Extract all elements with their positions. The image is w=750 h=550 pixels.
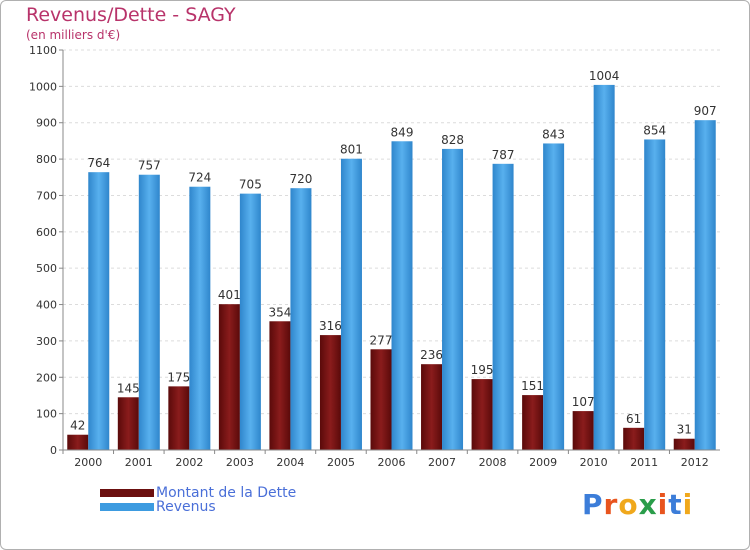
bar-debt: [572, 411, 594, 450]
y-tick-label: 1000: [29, 80, 57, 93]
bar-revenus: [593, 84, 615, 450]
logo-letter: P: [582, 488, 604, 521]
chart-title: Revenus/Dette - SAGY: [26, 4, 236, 26]
data-label-revenus: 757: [138, 159, 161, 173]
logo-letter: i: [682, 488, 694, 521]
bar-revenus: [88, 172, 110, 450]
data-label-debt: 42: [70, 419, 85, 433]
y-tick-label: 100: [36, 408, 57, 421]
bar-debt: [319, 335, 341, 450]
y-tick-label: 400: [36, 299, 57, 312]
data-label-debt: 401: [218, 288, 241, 302]
bar-debt: [471, 379, 493, 450]
data-label-revenus: 907: [694, 104, 717, 118]
x-tick-label: 2009: [529, 456, 557, 469]
bar-debt: [269, 321, 291, 450]
y-tick-label: 200: [36, 371, 57, 384]
legend-swatch-debt: [100, 489, 154, 497]
x-axis-ticks: 2000 2001 2002 2003 2004 2005 2006 2007 2008 2009…: [62, 450, 709, 469]
data-label-debt: 145: [117, 381, 140, 395]
data-label-debt: 277: [370, 333, 393, 347]
data-label-revenus: 720: [289, 172, 312, 186]
data-label-debt: 151: [521, 379, 544, 393]
bar-revenus: [138, 174, 160, 450]
bar-debt: [421, 364, 443, 450]
legend: Montant de la Dette Revenus: [100, 485, 297, 515]
legend-label-debt: Montant de la Dette: [156, 485, 297, 501]
data-label-debt: 175: [167, 370, 190, 384]
data-label-debt: 107: [572, 395, 595, 409]
data-label-debt: 236: [420, 348, 443, 362]
data-label-revenus: 849: [391, 125, 414, 139]
x-tick-label: 2002: [175, 456, 203, 469]
data-label-debt: 354: [268, 305, 291, 319]
logo-letter: x: [638, 488, 658, 521]
y-tick-label: 700: [36, 189, 57, 202]
bar-revenus: [239, 193, 261, 451]
x-tick-label: 2000: [74, 456, 102, 469]
bar-revenus: [694, 120, 716, 450]
y-tick-label: 600: [36, 226, 57, 239]
bar-revenus: [340, 158, 362, 450]
y-axis-ticks: 0 100 200 300 400 500 600 700 800 900 1000 1100: [29, 44, 63, 457]
logo-letter: i: [657, 488, 669, 521]
bar-debt: [623, 427, 645, 450]
data-label-revenus: 801: [340, 143, 363, 157]
logo-letter: t: [668, 488, 683, 521]
data-label-debt: 31: [677, 423, 692, 437]
data-label-revenus: 787: [492, 148, 515, 162]
legend-item-revenus: Revenus: [100, 499, 296, 515]
x-tick-label: 2012: [681, 456, 709, 469]
bar-debt: [67, 434, 89, 450]
y-tick-label: 0: [50, 444, 57, 457]
bar-debt: [117, 397, 139, 450]
bar-debt: [168, 386, 190, 450]
bar-revenus: [189, 186, 211, 450]
data-label-revenus: 1004: [589, 69, 620, 83]
bar-revenus: [644, 139, 666, 451]
logo-letter: r: [603, 488, 619, 521]
bar-debt: [522, 395, 544, 450]
bar-debt: [370, 349, 392, 450]
bar-revenus: [442, 148, 464, 450]
chart-subtitle: (en milliers d'€): [26, 28, 121, 42]
bar-revenus: [492, 163, 514, 450]
bar-revenus: [290, 188, 312, 450]
data-label-revenus: 843: [542, 127, 565, 141]
x-tick-label: 2003: [226, 456, 254, 469]
bar-revenus: [391, 141, 413, 451]
bar-revenus: [543, 143, 565, 451]
data-label-debt: 195: [471, 363, 494, 377]
y-tick-label: 300: [36, 335, 57, 348]
data-label-revenus: 764: [87, 156, 110, 170]
x-tick-label: 2010: [580, 456, 608, 469]
logo-letter: o: [618, 488, 639, 521]
data-label-revenus: 828: [441, 133, 464, 147]
y-tick-label: 800: [36, 153, 57, 166]
x-tick-label: 2001: [125, 456, 153, 469]
data-label-revenus: 705: [239, 178, 262, 192]
x-tick-label: 2005: [327, 456, 355, 469]
data-label-debt: 316: [319, 319, 342, 333]
proxiti-logo: Proxiti: [582, 488, 693, 521]
x-tick-label: 2011: [630, 456, 658, 469]
data-label-debt: 61: [626, 412, 641, 426]
bar-debt: [218, 304, 240, 450]
bars: 42 764 145 757 175 724 401 705 354 720 316 801 277 84…: [67, 69, 717, 451]
y-tick-label: 500: [36, 262, 57, 275]
y-tick-label: 1100: [29, 44, 57, 57]
data-label-revenus: 724: [188, 171, 211, 185]
bar-debt: [673, 438, 695, 450]
data-label-revenus: 854: [643, 123, 666, 137]
legend-label-revenus: Revenus: [156, 499, 216, 515]
x-tick-label: 2007: [428, 456, 456, 469]
x-tick-label: 2004: [276, 456, 304, 469]
y-tick-label: 900: [36, 117, 57, 130]
x-tick-label: 2008: [479, 456, 507, 469]
legend-item-debt: Montant de la Dette: [100, 485, 297, 501]
x-tick-label: 2006: [378, 456, 406, 469]
legend-swatch-revenus: [100, 503, 154, 511]
